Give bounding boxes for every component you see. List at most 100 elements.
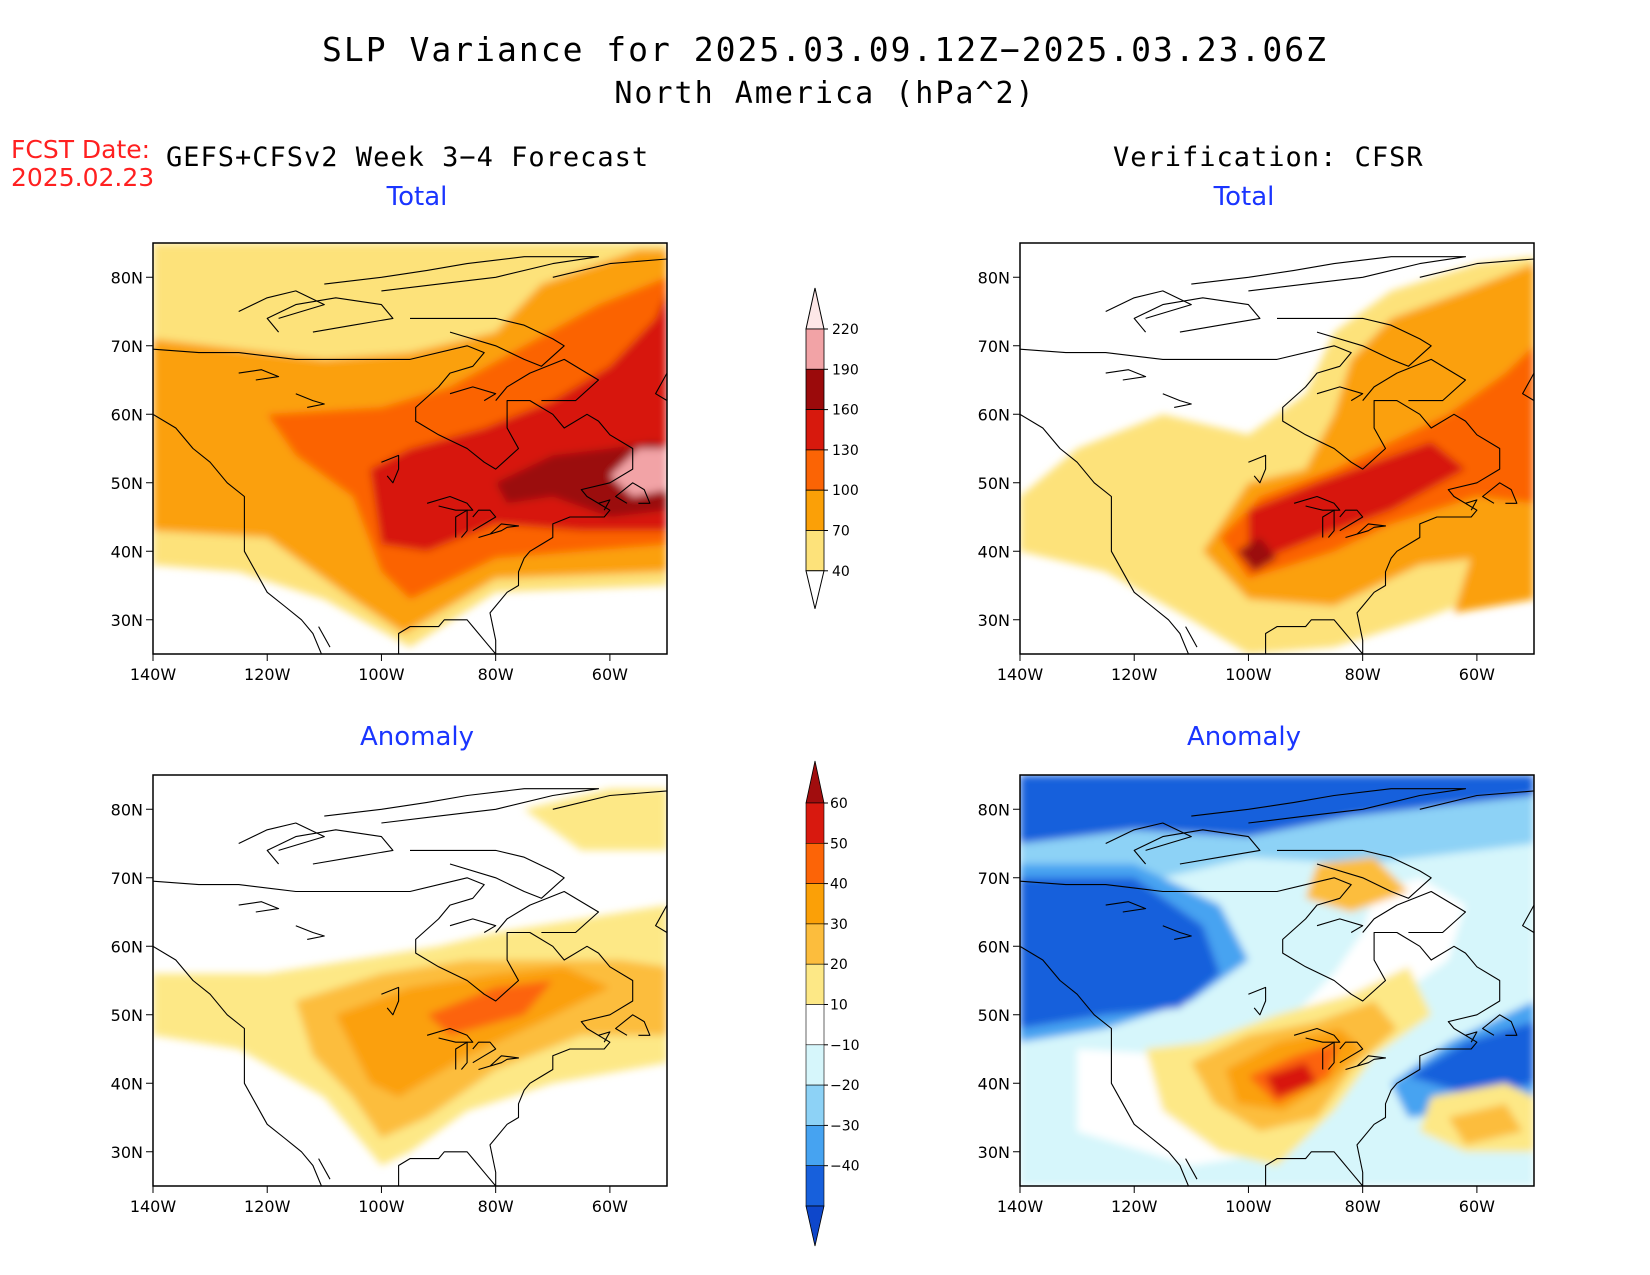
x-tick-label: 120W xyxy=(244,1197,291,1216)
y-tick-label: 80N xyxy=(111,800,143,819)
coastline-segment xyxy=(455,509,468,538)
coastline-segment xyxy=(1020,413,1190,654)
y-tick-label: 80N xyxy=(978,800,1010,819)
x-tick-label: 140W xyxy=(997,1197,1044,1216)
coastline-segment xyxy=(1362,358,1467,402)
coastline-segment xyxy=(1133,297,1261,333)
y-tick-label: 60N xyxy=(111,405,143,424)
colorbar-anomaly-box xyxy=(805,883,825,925)
colorbar-anomaly-box xyxy=(805,1044,825,1086)
colorbar-total-box xyxy=(805,489,825,531)
coastline-segment xyxy=(381,454,400,484)
x-tick-label: 120W xyxy=(1111,1197,1158,1216)
coastline-segment xyxy=(1185,1158,1198,1180)
coastline-segment xyxy=(455,1041,468,1070)
coastline-segment xyxy=(318,1158,331,1180)
coastline-segment xyxy=(1339,1041,1364,1064)
coastline-segment xyxy=(238,290,325,319)
coastline-segment xyxy=(410,849,565,899)
colorbar-total-label: 40 xyxy=(832,564,850,580)
colorbar-anomaly-lower-arrow xyxy=(805,1205,825,1247)
y-tick-label: 30N xyxy=(978,611,1010,630)
coastline-segment xyxy=(238,901,280,913)
colorbar-total-upper-arrow xyxy=(805,287,825,330)
map-panel-verification-total: 140W 120W 100W 80W 60W 80N 70N 60N 50N 40N 30N xyxy=(978,242,1535,684)
colorbar-anomaly-box xyxy=(805,1125,825,1167)
map-panel-verification-anomaly: 140W 120W 100W 80W 60W 80N 70N 60N 50N 40N 30N xyxy=(978,774,1535,1216)
map-frame xyxy=(152,242,668,655)
y-tick-label: 30N xyxy=(111,1143,143,1162)
colorbar-anomaly-box xyxy=(805,963,825,1005)
coastline-segment xyxy=(1105,369,1147,381)
y-tick-label: 70N xyxy=(111,869,143,888)
coastline-segment xyxy=(478,1055,520,1071)
chart-subtitle: North America (hPa^2) xyxy=(614,76,1036,111)
colorbar-anomaly-label: 30 xyxy=(830,917,848,933)
coastline-segment xyxy=(1277,317,1432,367)
coastline-segment xyxy=(1419,790,1534,934)
coastline-segment xyxy=(426,1027,474,1043)
colorbar-total-box xyxy=(805,409,825,451)
colorbar-anomaly-box xyxy=(805,1004,825,1046)
contour-fill-4 xyxy=(427,980,553,1036)
coastline xyxy=(153,788,667,1186)
verification-column-heading: Verification: CFSR xyxy=(1113,142,1424,173)
x-tick-label: 100W xyxy=(358,665,405,684)
x-tick-label: 60W xyxy=(1459,665,1495,684)
coastline-segment xyxy=(1482,482,1518,504)
y-tick-label: 40N xyxy=(111,1074,143,1093)
colorbar-total-box xyxy=(805,328,825,370)
map-frame xyxy=(1019,242,1535,655)
coastline-segment xyxy=(1322,509,1335,538)
colorbar-total-box xyxy=(805,449,825,491)
colorbar-anomaly-box xyxy=(805,1084,825,1126)
y-tick-label: 50N xyxy=(111,474,143,493)
coastline-segment xyxy=(598,499,611,511)
contour-fill-13 xyxy=(1305,857,1409,912)
coastline-segment xyxy=(1191,256,1467,292)
coastline-segment xyxy=(324,788,600,824)
colorbar-anomaly-label: 20 xyxy=(830,957,848,973)
coastline-segment xyxy=(495,358,600,402)
y-tick-label: 60N xyxy=(111,937,143,956)
colorbar-total-label: 100 xyxy=(832,483,859,499)
coastline-segment xyxy=(1419,258,1534,402)
coastline-segment xyxy=(238,369,280,381)
shaded-field xyxy=(153,788,667,1166)
coastline-segment xyxy=(1185,626,1198,648)
coastline-segment xyxy=(153,877,634,1186)
y-tick-label: 40N xyxy=(111,542,143,561)
contour-fill-3 xyxy=(1248,441,1466,565)
coastline-segment xyxy=(552,790,667,934)
y-tick-label: 80N xyxy=(111,268,143,287)
y-tick-label: 50N xyxy=(978,474,1010,493)
coastline-segment xyxy=(495,890,600,934)
forecast-date-label: FCST Date: xyxy=(11,135,151,164)
coastline-segment xyxy=(410,317,565,367)
colorbar-anomaly-label: −30 xyxy=(830,1118,860,1134)
colorbar-total: 220 190 160 130 100 70 40 xyxy=(805,287,859,609)
colorbar-anomaly-label: −20 xyxy=(830,1078,860,1094)
contour-fill-15 xyxy=(1448,1103,1523,1145)
contour-fill-3 xyxy=(335,966,610,1097)
coastline-segment xyxy=(1162,925,1192,940)
colorbar-anomaly-label: 50 xyxy=(830,836,848,852)
coastline xyxy=(1020,256,1534,654)
coastline-segment xyxy=(1277,849,1432,899)
panel-title-verification-total: Total xyxy=(1213,182,1275,212)
forecast-column-heading: GEFS+CFSv2 Week 3−4 Forecast xyxy=(166,142,650,173)
x-tick-label: 140W xyxy=(130,665,177,684)
colorbar-total-label: 70 xyxy=(832,524,850,540)
map-frame xyxy=(1019,774,1535,1187)
colorbar-total-label: 130 xyxy=(832,443,859,459)
coastline-segment xyxy=(1316,918,1364,933)
shaded-field xyxy=(1020,256,1534,654)
contour-fill-5 xyxy=(1454,517,1534,613)
x-tick-label: 140W xyxy=(130,1197,177,1216)
coastline-segment xyxy=(153,945,323,1186)
panel-title-forecast-total: Total xyxy=(386,182,448,212)
coastline-segment xyxy=(615,1014,651,1036)
colorbar-anomaly-label: −40 xyxy=(830,1159,860,1175)
coastline-segment xyxy=(449,386,497,402)
